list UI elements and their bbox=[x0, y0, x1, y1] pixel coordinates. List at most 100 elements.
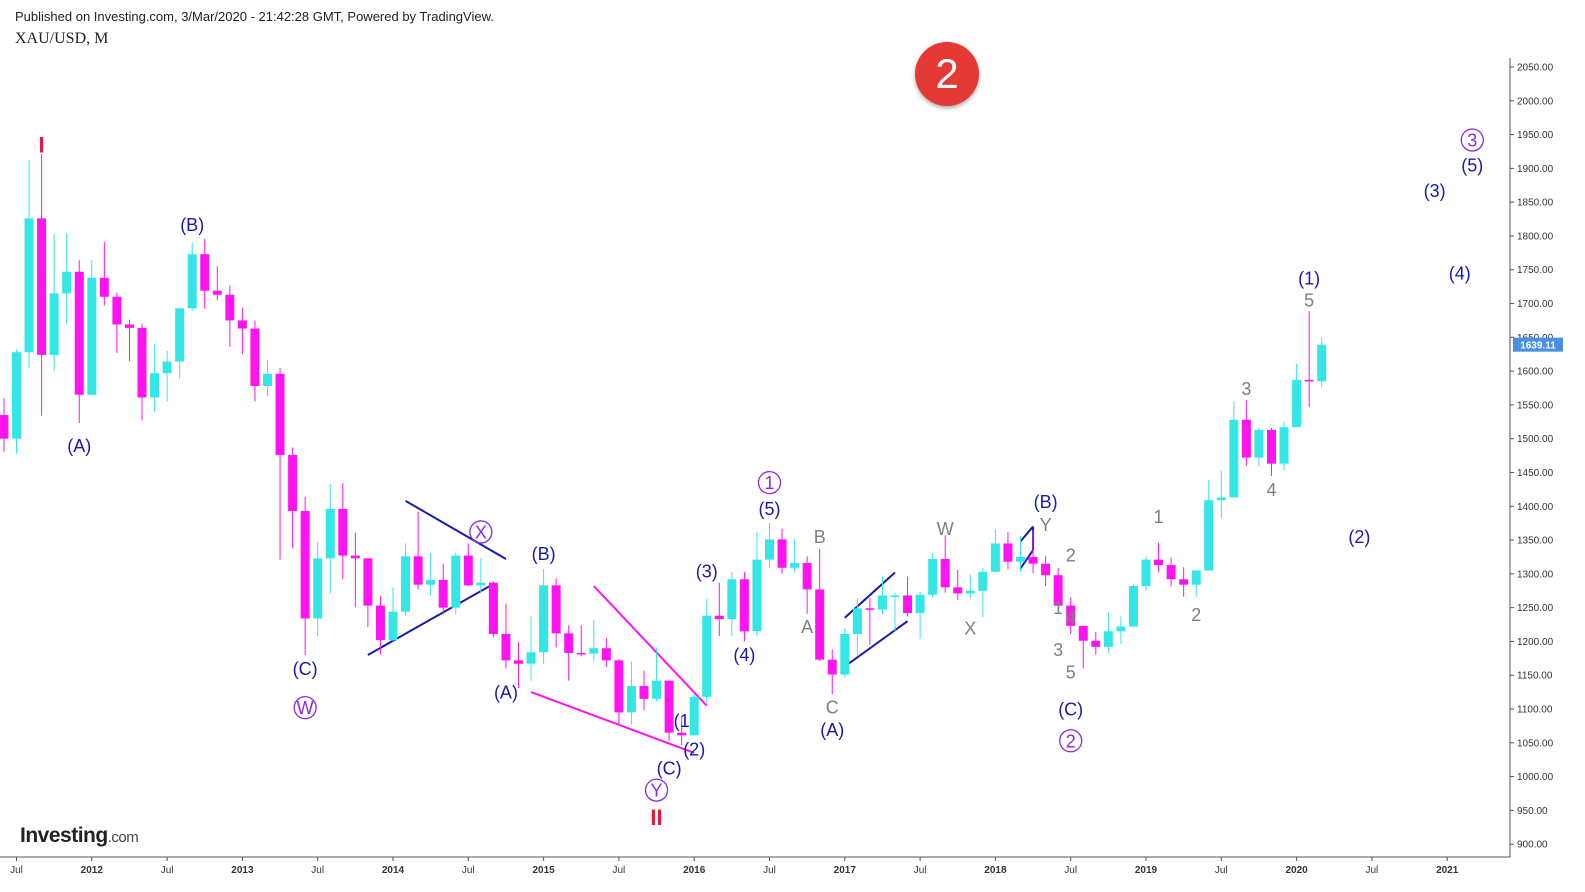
wave-label: Y bbox=[651, 781, 663, 801]
candle-body bbox=[689, 696, 699, 736]
wave-label: (4) bbox=[733, 645, 755, 665]
candle bbox=[1254, 427, 1264, 467]
candle bbox=[74, 260, 84, 424]
candle-body bbox=[714, 615, 724, 620]
candle-body bbox=[288, 454, 298, 512]
candle bbox=[928, 552, 938, 598]
x-tick-label: 2020 bbox=[1285, 865, 1308, 876]
candle bbox=[426, 552, 436, 596]
candle bbox=[1016, 536, 1025, 572]
y-tick-label: 2050.00 bbox=[1517, 63, 1554, 74]
wave-label: 1 bbox=[1154, 507, 1164, 527]
wave-label: (1 bbox=[674, 711, 690, 731]
candle-body bbox=[1003, 543, 1013, 562]
trendline bbox=[593, 585, 708, 707]
y-tick-label: 1300.00 bbox=[1517, 569, 1554, 580]
wave-label: W bbox=[937, 519, 954, 539]
candle bbox=[1041, 556, 1051, 587]
candle-body bbox=[903, 595, 913, 614]
candle-body bbox=[413, 556, 423, 585]
candle-body bbox=[777, 539, 787, 568]
candle-body bbox=[162, 361, 172, 374]
candle-body bbox=[325, 508, 335, 559]
candle bbox=[564, 625, 574, 681]
candle bbox=[827, 649, 837, 695]
candle bbox=[0, 398, 9, 453]
candle bbox=[375, 596, 385, 655]
candle bbox=[162, 350, 172, 402]
candle-body bbox=[12, 352, 21, 439]
candle-body bbox=[815, 589, 825, 660]
candle-body bbox=[990, 543, 1000, 572]
wave-label: (C) bbox=[657, 758, 682, 778]
candle-body bbox=[350, 555, 360, 559]
wave-label: 2 bbox=[1066, 545, 1076, 565]
candle bbox=[488, 581, 498, 638]
candle bbox=[865, 598, 875, 645]
candle-body bbox=[1292, 379, 1302, 428]
x-tick-label: Jul bbox=[311, 865, 324, 876]
candle bbox=[1191, 569, 1201, 597]
x-tick-label: Jul bbox=[1064, 865, 1077, 876]
candle-body bbox=[313, 558, 323, 619]
candle bbox=[62, 233, 72, 325]
candle bbox=[601, 638, 611, 668]
wave-label: A bbox=[801, 617, 813, 637]
x-tick-label: 2012 bbox=[81, 865, 104, 876]
y-tick-label: 1250.00 bbox=[1517, 603, 1554, 614]
candle bbox=[1166, 557, 1176, 587]
wave-label: 3 bbox=[1241, 379, 1251, 399]
candle bbox=[514, 642, 523, 689]
wave-label: X bbox=[964, 618, 976, 638]
wave-label: 3 bbox=[1053, 640, 1063, 660]
candle-body bbox=[765, 539, 774, 560]
candle bbox=[702, 598, 712, 704]
y-tick-label: 1800.00 bbox=[1517, 231, 1554, 242]
y-tick-label: 1750.00 bbox=[1517, 265, 1554, 276]
candle bbox=[476, 558, 486, 593]
candle bbox=[539, 569, 549, 664]
candle-body bbox=[539, 585, 549, 653]
y-tick-label: 2000.00 bbox=[1517, 96, 1554, 107]
candle-body bbox=[501, 633, 511, 661]
candle-body bbox=[1191, 570, 1201, 585]
x-tick-label: Jul bbox=[161, 865, 174, 876]
wave-label: (2) bbox=[1348, 527, 1370, 547]
trendline bbox=[1019, 549, 1034, 570]
wave-label: 3 bbox=[1467, 130, 1477, 150]
candle bbox=[639, 670, 649, 711]
y-tick-label: 1350.00 bbox=[1517, 536, 1554, 547]
candle bbox=[325, 483, 335, 594]
wave-label: C bbox=[826, 697, 839, 717]
last-price-label: 1639.11 bbox=[1520, 341, 1556, 352]
candle-body bbox=[664, 680, 674, 733]
y-tick-label: 1150.00 bbox=[1517, 671, 1553, 682]
candle-body bbox=[614, 660, 624, 713]
candle-body bbox=[1241, 419, 1251, 458]
candle-body bbox=[112, 296, 122, 325]
candle-body bbox=[1267, 429, 1276, 464]
candle-body bbox=[526, 652, 536, 664]
candle bbox=[1317, 337, 1327, 388]
candle bbox=[313, 542, 323, 637]
candle-body bbox=[564, 633, 574, 653]
wave-label-circle bbox=[1059, 729, 1083, 753]
trendline bbox=[530, 691, 695, 754]
candle bbox=[49, 233, 59, 372]
candle-body bbox=[99, 277, 109, 297]
candle bbox=[677, 717, 687, 746]
logo-domain: .com bbox=[107, 829, 139, 846]
x-tick-label: 2016 bbox=[683, 865, 706, 876]
candle-body bbox=[601, 648, 611, 661]
wave-label: (B) bbox=[1034, 492, 1058, 512]
candle bbox=[451, 552, 461, 615]
wave-label: (B) bbox=[180, 215, 204, 235]
candle-body bbox=[137, 327, 147, 398]
candle bbox=[614, 659, 624, 725]
candle-body bbox=[375, 605, 385, 641]
wave-label-circle bbox=[757, 470, 782, 495]
candle bbox=[903, 576, 913, 617]
x-tick-label: Jul bbox=[10, 865, 23, 876]
candle-body bbox=[840, 633, 850, 675]
